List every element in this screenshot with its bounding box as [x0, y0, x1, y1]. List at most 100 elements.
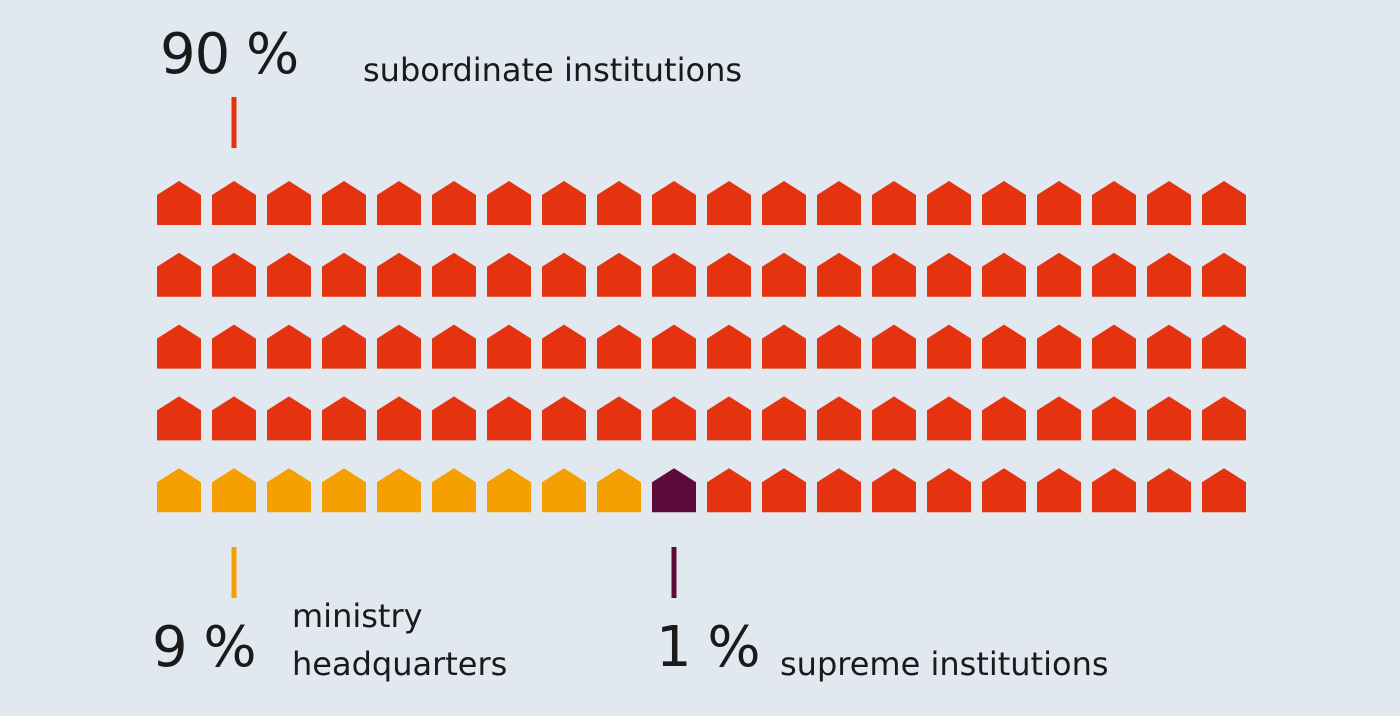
icon	[652, 181, 696, 225]
icon	[487, 468, 531, 513]
icon	[1092, 181, 1136, 225]
icon	[707, 252, 751, 297]
icon	[872, 396, 916, 441]
icon	[542, 181, 586, 225]
icon	[872, 324, 916, 369]
icon	[267, 181, 311, 225]
icon	[597, 252, 641, 297]
icon	[707, 468, 751, 513]
icon	[652, 252, 696, 297]
icon	[542, 324, 586, 369]
icon	[982, 324, 1026, 369]
icon	[817, 468, 861, 513]
icon	[377, 324, 421, 369]
icon	[1147, 181, 1191, 225]
icon	[927, 396, 971, 441]
category-label: ministry headquarters	[292, 597, 508, 683]
icon	[1147, 468, 1191, 513]
icon	[927, 324, 971, 369]
icon	[1202, 324, 1246, 369]
connector	[671, 547, 677, 598]
icon	[762, 468, 806, 513]
icon	[872, 252, 916, 297]
icon	[762, 396, 806, 441]
icon	[1037, 324, 1081, 369]
icon	[322, 181, 366, 225]
icon	[322, 396, 366, 441]
icon	[267, 252, 311, 297]
icon	[432, 252, 476, 297]
icon	[652, 468, 696, 513]
icon	[1037, 468, 1081, 513]
icon	[377, 468, 421, 513]
icon	[1092, 396, 1136, 441]
icon	[1037, 181, 1081, 225]
icon	[542, 396, 586, 441]
icon	[157, 252, 201, 297]
icon	[1092, 252, 1136, 297]
icon	[432, 181, 476, 225]
icon	[817, 252, 861, 297]
icon	[157, 468, 201, 513]
icon	[1202, 468, 1246, 513]
icon	[542, 252, 586, 297]
icon	[817, 181, 861, 225]
icon	[927, 252, 971, 297]
icon	[1202, 252, 1246, 297]
icon	[157, 396, 201, 441]
connector	[231, 547, 237, 598]
icon	[1092, 324, 1136, 369]
icon	[762, 181, 806, 225]
icon	[652, 324, 696, 369]
icon	[1092, 468, 1136, 513]
icon	[652, 396, 696, 441]
icon	[377, 252, 421, 297]
icon	[1147, 252, 1191, 297]
icon	[597, 181, 641, 225]
icon	[432, 324, 476, 369]
icon	[982, 396, 1026, 441]
percent-label: 9 %	[152, 615, 257, 680]
icon	[267, 396, 311, 441]
icon	[1147, 324, 1191, 369]
icon	[322, 252, 366, 297]
icon	[157, 324, 201, 369]
icon	[1202, 396, 1246, 441]
icon	[1037, 252, 1081, 297]
icon	[267, 324, 311, 369]
icon	[817, 324, 861, 369]
icon	[157, 181, 201, 225]
icon	[1147, 396, 1191, 441]
icon	[927, 468, 971, 513]
icon	[762, 252, 806, 297]
icon	[707, 396, 751, 441]
icon	[597, 324, 641, 369]
icon	[597, 396, 641, 441]
icon	[707, 324, 751, 369]
icon	[377, 181, 421, 225]
icon	[1037, 396, 1081, 441]
category-label: supreme institutions	[780, 645, 1109, 683]
icon	[322, 468, 366, 513]
connector	[231, 97, 237, 148]
icon	[322, 324, 366, 369]
icon	[212, 252, 256, 297]
icon	[817, 396, 861, 441]
icon	[982, 181, 1026, 225]
icon	[597, 468, 641, 513]
icon	[487, 181, 531, 225]
icon	[982, 252, 1026, 297]
icon	[432, 468, 476, 513]
category-label: subordinate institutions	[363, 51, 743, 89]
icon	[762, 324, 806, 369]
icon	[267, 468, 311, 513]
icon	[707, 181, 751, 225]
icon	[212, 468, 256, 513]
icon	[872, 468, 916, 513]
icon	[212, 324, 256, 369]
percent-label: 1 %	[656, 615, 761, 680]
icon	[872, 181, 916, 225]
icon	[487, 396, 531, 441]
